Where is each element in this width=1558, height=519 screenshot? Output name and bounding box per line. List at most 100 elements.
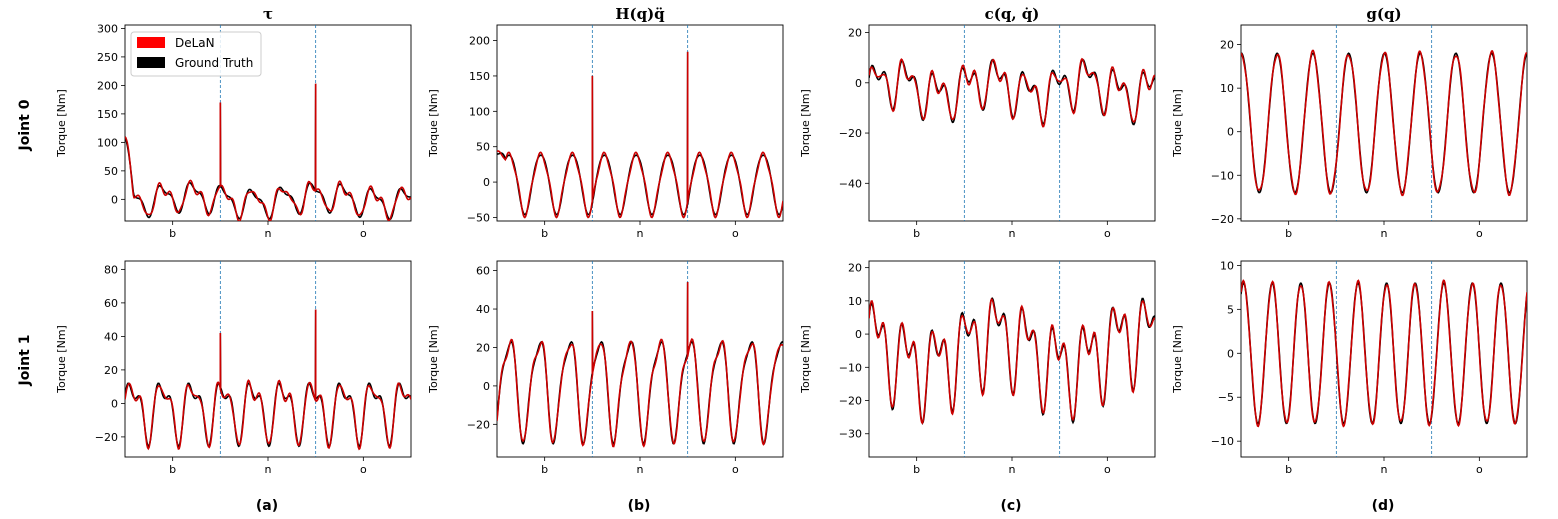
x-tick-label: o xyxy=(360,463,367,476)
y-tick-label: 0 xyxy=(483,380,490,393)
y-tick-label: −20 xyxy=(95,431,118,444)
series-ground-truth-line xyxy=(497,51,783,216)
panel-j0-gravity: g(q) −20 −10 0 10 20 Torque [Nm] b n o xyxy=(1171,5,1528,240)
panel-label-b: (b) xyxy=(628,498,651,514)
y-tick-label: 200 xyxy=(97,79,118,92)
y-tick-label: 60 xyxy=(476,265,490,278)
y-tick-label: 0 xyxy=(855,77,862,90)
x-tick-label: b xyxy=(913,463,920,476)
y-tick-label: 20 xyxy=(848,262,862,275)
y-tick-label: 0 xyxy=(1227,126,1234,139)
y-tick-label: 10 xyxy=(1220,259,1234,272)
y-tick-label: 40 xyxy=(476,303,490,316)
y-axis-label: Torque [Nm] xyxy=(55,325,68,394)
x-tick-label: o xyxy=(1476,227,1483,240)
x-tick-label: o xyxy=(360,227,367,240)
chart-title: g(q) xyxy=(1366,5,1401,23)
y-axis-label: Torque [Nm] xyxy=(799,89,812,158)
y-tick-label: 0 xyxy=(855,328,862,341)
panel-j0-tau: τ 0 50 100 150 200 250 300 Torque [Nm] b n o xyxy=(55,5,412,240)
x-tick-label: n xyxy=(1381,227,1388,240)
axes-frame xyxy=(868,260,1156,458)
y-tick-label: 200 xyxy=(469,35,490,48)
y-tick-label: 20 xyxy=(104,364,118,377)
x-tick-label: o xyxy=(732,463,739,476)
series-delan-line xyxy=(1241,49,1527,197)
y-axis-label: Torque [Nm] xyxy=(1171,325,1184,394)
y-tick-label: 250 xyxy=(97,51,118,64)
series-delan-line xyxy=(869,297,1155,425)
y-axis-label: Torque [Nm] xyxy=(427,325,440,394)
y-tick-label: 100 xyxy=(97,136,118,149)
series-delan-line xyxy=(125,83,411,221)
x-tick-label: n xyxy=(637,463,644,476)
y-tick-label: 20 xyxy=(1220,39,1234,52)
y-tick-label: −20 xyxy=(839,127,862,140)
series-delan-line xyxy=(125,309,411,451)
axes-frame xyxy=(124,260,412,458)
row-label-joint-0: Joint 0 xyxy=(17,99,33,151)
x-tick-label: n xyxy=(1381,463,1388,476)
y-tick-label: 10 xyxy=(1220,82,1234,95)
y-tick-label: −20 xyxy=(839,395,862,408)
legend: DeLaN Ground Truth xyxy=(130,31,262,77)
legend-swatch-ground-truth xyxy=(137,57,165,68)
x-tick-label: o xyxy=(1104,227,1111,240)
y-tick-label: 100 xyxy=(469,105,490,118)
chart-title: τ xyxy=(263,5,273,23)
x-tick-label: b xyxy=(1285,227,1292,240)
panel-j0-coriolis: c(q, q̇) −40 −20 0 20 Torque [Nm] b n o xyxy=(799,5,1156,240)
y-tick-label: 0 xyxy=(1227,347,1234,360)
series-delan-line xyxy=(497,282,783,448)
series-delan-line xyxy=(497,51,783,219)
legend-label-delan: DeLaN xyxy=(175,36,215,50)
y-tick-label: 300 xyxy=(97,22,118,35)
y-tick-label: −20 xyxy=(1211,213,1234,226)
y-tick-label: −10 xyxy=(1211,169,1234,182)
panel-label-a: (a) xyxy=(256,498,278,514)
series-ground-truth-line xyxy=(125,83,411,221)
y-tick-label: −5 xyxy=(1218,391,1234,404)
y-tick-label: 0 xyxy=(111,397,118,410)
panel-label-c: (c) xyxy=(1000,498,1021,514)
series-ground-truth-line xyxy=(869,297,1155,425)
y-axis-label: Torque [Nm] xyxy=(427,89,440,158)
y-tick-label: −10 xyxy=(1211,435,1234,448)
axes-frame xyxy=(496,24,784,222)
y-tick-label: −40 xyxy=(839,177,862,190)
y-tick-label: 50 xyxy=(104,165,118,178)
y-tick-label: −50 xyxy=(467,211,490,224)
y-axis-label: Torque [Nm] xyxy=(799,325,812,394)
x-tick-label: n xyxy=(637,227,644,240)
series-delan-line xyxy=(1241,279,1527,428)
series-ground-truth-line xyxy=(125,309,411,448)
x-tick-label: b xyxy=(541,463,548,476)
legend-label-ground-truth: Ground Truth xyxy=(175,56,253,70)
x-tick-label: b xyxy=(1285,463,1292,476)
x-tick-label: o xyxy=(732,227,739,240)
y-axis-label: Torque [Nm] xyxy=(55,89,68,158)
series-ground-truth-line xyxy=(1241,282,1527,425)
chart-title: H(q)q̈ xyxy=(615,5,665,23)
panel-j1-tau: −20 0 20 40 60 80 Torque [Nm] b n o xyxy=(55,260,412,476)
y-tick-label: 20 xyxy=(848,27,862,40)
y-tick-label: 5 xyxy=(1227,303,1234,316)
x-tick-label: o xyxy=(1104,463,1111,476)
panel-j1-inertia: −20 0 20 40 60 Torque [Nm] b n o xyxy=(427,260,784,476)
y-tick-label: 20 xyxy=(476,341,490,354)
y-tick-label: 60 xyxy=(104,297,118,310)
x-tick-label: b xyxy=(541,227,548,240)
panel-j1-gravity: −10 −5 0 5 10 Torque [Nm] b n o xyxy=(1171,259,1528,476)
row-label-joint-1: Joint 1 xyxy=(17,335,33,387)
x-tick-label: n xyxy=(1009,227,1016,240)
y-tick-label: 150 xyxy=(469,70,490,83)
y-tick-label: −20 xyxy=(467,418,490,431)
y-tick-label: −10 xyxy=(839,361,862,374)
x-tick-label: n xyxy=(1009,463,1016,476)
y-tick-label: 50 xyxy=(476,141,490,154)
y-tick-label: 0 xyxy=(483,176,490,189)
panel-j0-inertia: H(q)q̈ −50 0 50 100 150 200 Torque [Nm] b n o xyxy=(427,5,784,240)
y-tick-label: 10 xyxy=(848,295,862,308)
y-tick-label: −30 xyxy=(839,428,862,441)
